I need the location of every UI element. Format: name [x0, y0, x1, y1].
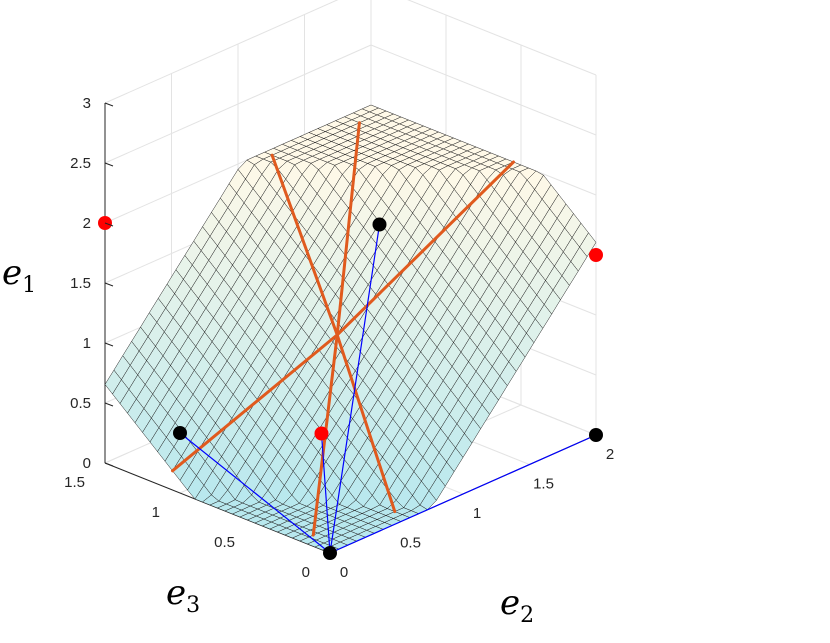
- e1-tick: [104, 102, 114, 107]
- black-point: [173, 426, 187, 440]
- e3-tick-label: 1: [152, 504, 160, 521]
- ridge-line: [335, 121, 361, 337]
- e1-tick: [104, 162, 114, 167]
- e1-tick: [104, 462, 114, 467]
- axis-label-e3: e3: [166, 573, 200, 618]
- e3-tick-label: 1.5: [64, 474, 85, 491]
- vector-line: [179, 432, 331, 554]
- black-point: [589, 428, 603, 442]
- red-point: [314, 426, 329, 441]
- surface: [104, 104, 597, 554]
- e1-tick-label: 1: [83, 335, 91, 352]
- e2-tick-label: 2: [606, 446, 614, 463]
- e1-tick: [104, 342, 114, 347]
- e1-tick-label: 2.5: [70, 155, 91, 172]
- axis-label-e1: e1: [2, 253, 36, 298]
- data-points: [98, 216, 603, 560]
- e1-tick-label: 1.5: [70, 275, 91, 292]
- e1-tick: [104, 222, 114, 227]
- e1-tick-label: 3: [83, 95, 91, 112]
- ridge-line: [171, 333, 339, 473]
- ridge-line: [270, 153, 339, 337]
- e1-tick-label: 0.5: [70, 395, 91, 412]
- e1-tick-label: 2: [83, 215, 91, 232]
- ridge-line: [335, 333, 397, 514]
- grid-line: [407, 0, 597, 76]
- vector-line: [329, 224, 381, 554]
- e3-tick-label: 0: [302, 564, 310, 581]
- e2-tick-label: 1: [473, 505, 481, 522]
- black-point: [372, 217, 387, 232]
- vector-line: [320, 433, 331, 554]
- e2-tick-label: 0.5: [400, 535, 421, 552]
- red-point: [589, 248, 603, 262]
- tick-labels: 0 0.5 1 1.5 2 2.5 3 0 0.5 1 1.5 2 0 0.5 1 1.5: [64, 95, 614, 581]
- vector-lines: [179, 224, 597, 554]
- e2-tick-label: 1.5: [533, 476, 554, 493]
- vector-line: [329, 434, 597, 554]
- grid-line: [370, 44, 597, 136]
- e1-tick: [104, 402, 114, 407]
- black-point: [323, 546, 337, 560]
- e1-tick: [104, 282, 114, 287]
- e2-tick-label: 0: [340, 564, 348, 581]
- axis-label-e2: e2: [500, 583, 534, 628]
- e3-tick-label: 0.5: [214, 534, 235, 551]
- e1-tick-label: 0: [83, 455, 91, 472]
- ridge-line: [335, 160, 515, 337]
